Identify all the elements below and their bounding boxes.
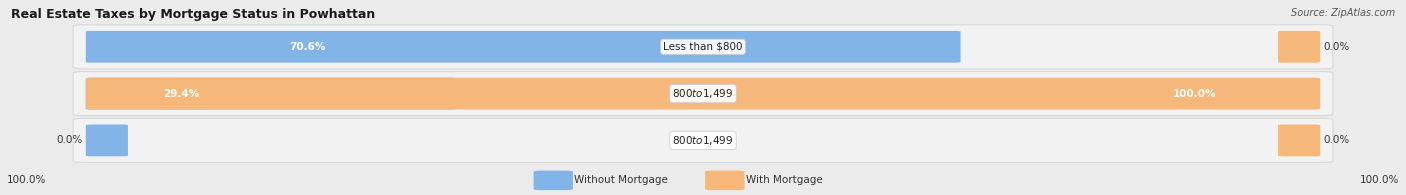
Text: With Mortgage: With Mortgage <box>747 175 823 185</box>
FancyBboxPatch shape <box>86 78 457 110</box>
Text: $800 to $1,499: $800 to $1,499 <box>672 134 734 147</box>
FancyBboxPatch shape <box>86 31 960 63</box>
FancyBboxPatch shape <box>534 171 574 190</box>
Text: 70.6%: 70.6% <box>290 42 325 52</box>
Text: Less than $800: Less than $800 <box>664 42 742 52</box>
Text: 100.0%: 100.0% <box>1360 175 1399 185</box>
FancyBboxPatch shape <box>73 118 1333 162</box>
FancyBboxPatch shape <box>86 78 1320 110</box>
FancyBboxPatch shape <box>73 25 1333 69</box>
Text: Without Mortgage: Without Mortgage <box>575 175 668 185</box>
Text: 0.0%: 0.0% <box>1323 42 1350 52</box>
Text: 0.0%: 0.0% <box>1323 135 1350 145</box>
FancyBboxPatch shape <box>86 124 128 156</box>
Text: 100.0%: 100.0% <box>7 175 46 185</box>
Text: 0.0%: 0.0% <box>56 135 83 145</box>
Text: $800 to $1,499: $800 to $1,499 <box>672 87 734 100</box>
FancyBboxPatch shape <box>706 171 745 190</box>
FancyBboxPatch shape <box>1278 31 1320 63</box>
Text: Real Estate Taxes by Mortgage Status in Powhattan: Real Estate Taxes by Mortgage Status in … <box>11 8 375 21</box>
Text: 100.0%: 100.0% <box>1173 89 1216 99</box>
Text: Source: ZipAtlas.com: Source: ZipAtlas.com <box>1291 8 1395 18</box>
Text: 29.4%: 29.4% <box>163 89 200 99</box>
FancyBboxPatch shape <box>1278 124 1320 156</box>
FancyBboxPatch shape <box>73 72 1333 116</box>
